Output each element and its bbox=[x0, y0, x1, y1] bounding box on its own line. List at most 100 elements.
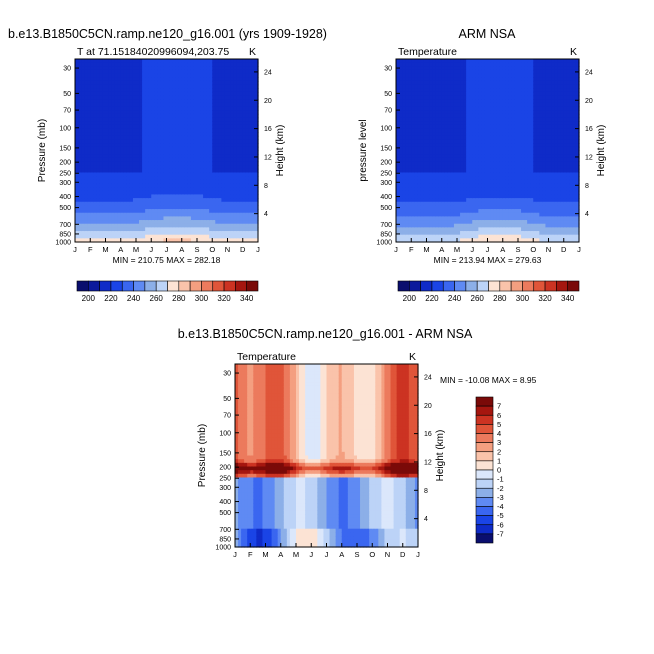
heat-cell bbox=[181, 209, 186, 214]
heat-cell bbox=[420, 91, 425, 97]
heat-cell bbox=[212, 84, 216, 89]
heat-cell bbox=[233, 168, 238, 174]
heat-cell bbox=[426, 231, 431, 236]
heat-cell bbox=[209, 179, 213, 185]
heat-cell bbox=[463, 168, 467, 174]
heat-cell bbox=[453, 190, 458, 196]
heat-cell bbox=[203, 124, 207, 130]
heat-cell bbox=[399, 231, 403, 236]
heat-cell bbox=[457, 161, 461, 166]
heat-cell bbox=[417, 205, 421, 210]
heat-cell bbox=[435, 198, 440, 203]
heat-cell bbox=[423, 220, 428, 225]
heat-cell bbox=[426, 154, 431, 159]
heat-cell bbox=[148, 102, 152, 108]
heat-cell bbox=[148, 231, 152, 236]
heat-cell bbox=[157, 216, 161, 221]
heat-cell bbox=[193, 223, 198, 228]
heat-cell bbox=[499, 168, 504, 174]
heat-cell bbox=[151, 73, 155, 78]
heat-cell bbox=[197, 102, 201, 108]
heat-cell bbox=[402, 190, 406, 196]
heat-cell bbox=[145, 223, 149, 228]
heat-cell bbox=[420, 220, 425, 225]
heat-cell bbox=[435, 95, 440, 100]
heat-cell bbox=[224, 201, 229, 206]
heat-cell bbox=[472, 84, 476, 89]
heat-cell bbox=[154, 201, 158, 206]
heat-cell bbox=[120, 59, 125, 64]
heat-cell bbox=[502, 172, 507, 177]
heat-cell bbox=[508, 165, 513, 170]
heat-cell bbox=[75, 139, 79, 144]
heat-cell bbox=[139, 69, 143, 75]
heat-cell bbox=[120, 110, 125, 115]
heat-cell bbox=[142, 165, 146, 170]
heat-cell bbox=[460, 80, 464, 86]
heat-cell bbox=[90, 102, 94, 108]
heat-cell bbox=[172, 183, 177, 188]
heat-cell bbox=[472, 220, 476, 225]
heat-cell bbox=[75, 91, 79, 97]
heat-cell bbox=[441, 106, 446, 111]
heat-cell bbox=[142, 183, 146, 188]
heat-cell bbox=[111, 168, 116, 174]
heat-cell bbox=[93, 135, 97, 141]
heat-cell bbox=[248, 121, 253, 126]
heat-cell bbox=[117, 128, 122, 133]
heat-cell bbox=[175, 183, 180, 188]
heat-cell bbox=[239, 124, 244, 130]
heat-cell bbox=[463, 198, 467, 203]
heat-cell bbox=[117, 209, 122, 214]
heat-cell bbox=[466, 198, 470, 203]
heat-cell bbox=[481, 190, 486, 196]
heat-cell bbox=[117, 194, 122, 199]
heat-cell bbox=[117, 231, 122, 236]
heat-cell bbox=[423, 132, 428, 137]
heat-cell bbox=[438, 190, 443, 196]
heat-cell bbox=[429, 99, 434, 104]
heat-cell bbox=[481, 113, 486, 119]
heat-cell bbox=[163, 216, 168, 221]
heat-cell bbox=[99, 113, 104, 119]
heat-cell bbox=[432, 73, 437, 78]
heat-cell bbox=[432, 179, 437, 185]
heat-cell bbox=[435, 231, 440, 236]
heat-cell bbox=[411, 102, 415, 108]
heat-cell bbox=[215, 121, 219, 126]
heat-cell bbox=[463, 77, 467, 82]
heat-cell bbox=[487, 179, 492, 185]
heat-cell bbox=[484, 135, 489, 141]
heat-cell bbox=[221, 190, 226, 196]
heat-cell bbox=[81, 231, 85, 236]
heat-cell bbox=[90, 110, 94, 115]
heat-cell bbox=[96, 172, 100, 177]
heat-cell bbox=[453, 187, 458, 192]
heat-cell bbox=[187, 132, 192, 137]
heat-cell bbox=[493, 161, 498, 166]
heat-cell bbox=[438, 113, 443, 119]
heat-cell bbox=[175, 143, 180, 148]
heat-cell bbox=[120, 216, 125, 221]
heat-cell bbox=[190, 205, 195, 210]
heat-cell bbox=[248, 91, 253, 97]
heat-cell bbox=[215, 216, 219, 221]
heat-cell bbox=[245, 212, 250, 217]
heat-cell bbox=[129, 128, 134, 133]
heat-cell bbox=[102, 95, 107, 100]
heat-cell bbox=[411, 135, 415, 141]
heat-cell bbox=[408, 132, 412, 137]
heat-cell bbox=[493, 88, 498, 93]
heat-cell bbox=[505, 172, 510, 177]
heat-cell bbox=[206, 95, 210, 100]
heat-cell bbox=[408, 187, 412, 192]
heat-cell bbox=[417, 172, 421, 177]
heat-cell bbox=[429, 59, 434, 64]
heat-cell bbox=[105, 135, 110, 141]
heat-cell bbox=[108, 80, 113, 86]
heat-cell bbox=[184, 121, 189, 126]
heat-cell bbox=[139, 113, 143, 119]
heat-cell bbox=[429, 117, 434, 122]
heat-cell bbox=[230, 69, 235, 75]
